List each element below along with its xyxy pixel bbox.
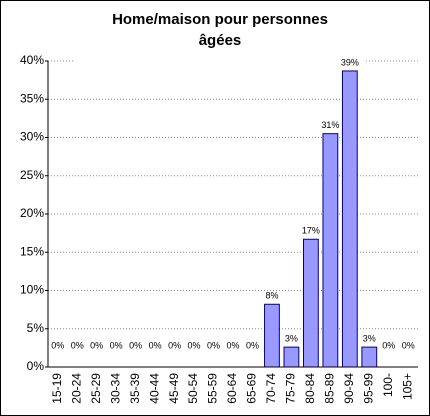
y-tick-label: 5%: [27, 321, 45, 335]
chart-title: âgées: [199, 32, 242, 49]
value-label: 0%: [188, 340, 201, 350]
value-label: 8%: [265, 291, 278, 301]
value-label: 31%: [321, 120, 339, 130]
x-tick-label: 80-84: [303, 373, 317, 404]
x-tick-label: 105+: [400, 373, 414, 400]
y-tick-label: 30%: [20, 130, 44, 144]
y-tick-label: 40%: [20, 53, 44, 67]
title-box: [75, 6, 365, 68]
value-label: 0%: [207, 340, 220, 350]
bar: [283, 346, 300, 368]
x-tick-label: 55-59: [206, 373, 220, 404]
bar: [322, 133, 339, 368]
x-tick-label: 25-29: [89, 373, 103, 404]
bar: [341, 70, 358, 368]
y-tick-label: 10%: [20, 283, 44, 297]
y-tick-label: 0%: [27, 359, 45, 373]
x-tick-label: 45-49: [167, 373, 181, 404]
x-tick-label: 15-19: [50, 373, 64, 404]
value-label: 17%: [302, 226, 320, 236]
y-tick-label: 35%: [20, 91, 44, 105]
y-tick-label: 25%: [20, 168, 44, 182]
x-tick-label: 60-64: [225, 373, 239, 404]
x-tick-label: 65-69: [245, 373, 259, 404]
value-label: 3%: [285, 333, 298, 343]
value-label: 0%: [382, 340, 395, 350]
x-tick-label: 30-34: [108, 373, 122, 404]
x-tick-label: 35-39: [128, 373, 142, 404]
value-label: 0%: [90, 340, 103, 350]
y-tick-label: 20%: [20, 206, 44, 220]
value-label: 0%: [51, 340, 64, 350]
x-tick-label: 100-: [381, 373, 395, 397]
value-label: 0%: [149, 340, 162, 350]
value-label: 0%: [110, 340, 123, 350]
value-label: 0%: [246, 340, 259, 350]
chart-title: Home/maison pour personnes: [112, 11, 328, 28]
value-label: 0%: [129, 340, 142, 350]
x-tick-label: 50-54: [186, 373, 200, 404]
bar: [264, 303, 280, 368]
value-label: 0%: [226, 340, 239, 350]
value-label: 3%: [363, 333, 376, 343]
bar: [361, 346, 378, 368]
value-label: 0%: [71, 340, 84, 350]
x-tick-label: 95-99: [361, 373, 375, 404]
y-tick-label: 15%: [20, 244, 44, 258]
x-tick-label: 40-44: [147, 373, 161, 404]
x-tick-label: 85-89: [323, 373, 337, 404]
value-label: 39%: [341, 57, 359, 67]
x-tick-label: 75-79: [284, 373, 298, 404]
bar: [302, 238, 319, 368]
value-label: 0%: [168, 340, 181, 350]
x-tick-label: 20-24: [69, 373, 83, 404]
value-label: 0%: [402, 340, 415, 350]
x-tick-label: 70-74: [264, 373, 278, 404]
x-tick-label: 90-94: [342, 373, 356, 404]
